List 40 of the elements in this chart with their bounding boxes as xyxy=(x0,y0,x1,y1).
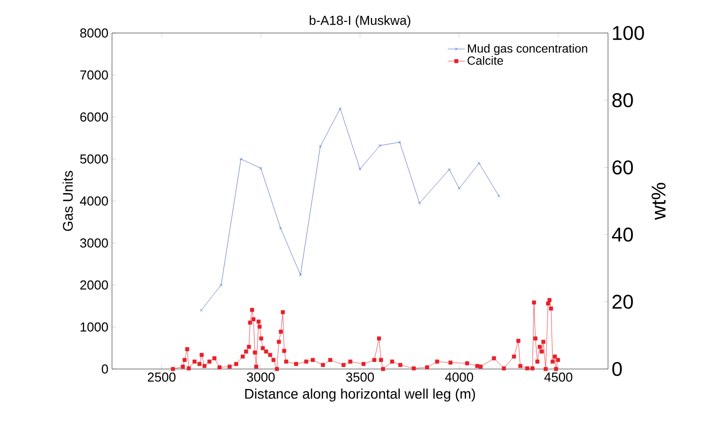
x-tick-label: 2500 xyxy=(148,372,176,382)
x-axis-title: Distance along horizontal well leg (m) xyxy=(245,388,475,402)
point xyxy=(299,273,302,276)
point xyxy=(478,162,481,165)
legend-label: Calcite xyxy=(468,56,503,65)
y2-tick-label: 80 xyxy=(612,93,633,108)
y-tick-label: 8000 xyxy=(80,28,108,38)
point xyxy=(318,144,322,148)
y2-tick-label: 40 xyxy=(612,228,633,242)
point xyxy=(378,144,382,148)
x-tick-label: 4000 xyxy=(445,372,474,382)
y2-tick-label: 60 xyxy=(612,160,633,174)
x-tick-label: 4500 xyxy=(544,372,572,382)
point xyxy=(458,186,461,190)
y-tick-label: 6000 xyxy=(80,112,108,122)
y2-tick-label: 0 xyxy=(612,362,622,376)
point xyxy=(279,226,282,230)
point xyxy=(418,202,421,205)
y2-tick-label: 100 xyxy=(613,26,644,40)
point xyxy=(259,166,262,170)
y-tick-label: 0 xyxy=(102,364,108,374)
point xyxy=(398,140,402,144)
point xyxy=(220,284,223,286)
point xyxy=(358,168,362,171)
chart-title: b-A18-I (Muskwa) xyxy=(310,15,410,28)
y-axis-title: Gas Units xyxy=(62,170,73,231)
y-tick-label: 4000 xyxy=(80,196,108,206)
legend-label: Mud gas concentration xyxy=(468,44,588,56)
point xyxy=(239,158,242,160)
x-tick-label: 3000 xyxy=(246,372,275,382)
y-tick-label: 5000 xyxy=(80,154,108,164)
point xyxy=(338,107,342,110)
y-tick-label: 7000 xyxy=(80,70,108,80)
y-tick-label: 1000 xyxy=(80,322,108,332)
y2-axis-title: wt% xyxy=(652,182,666,220)
y-tick-label: 3000 xyxy=(80,238,108,248)
y-tick-label: 2000 xyxy=(80,280,108,290)
x-tick-label: 3500 xyxy=(346,372,374,382)
point xyxy=(448,168,451,171)
y2-tick-label: 20 xyxy=(612,294,633,309)
